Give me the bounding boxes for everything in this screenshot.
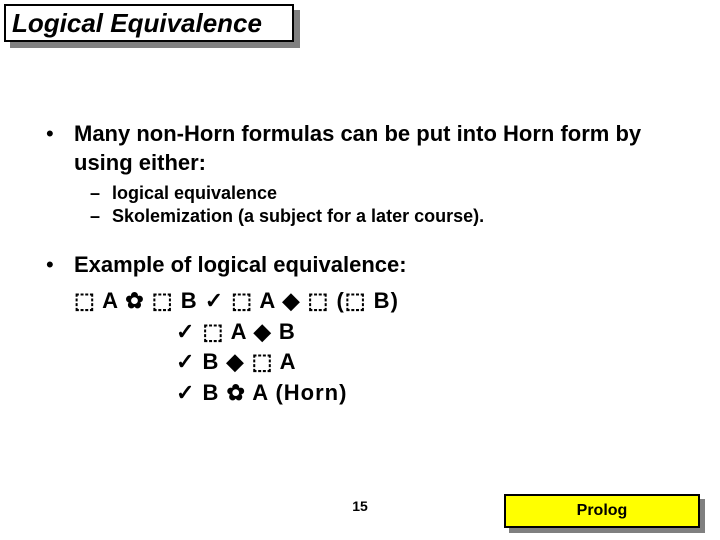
formula-line: ⬚ A ✿ ⬚ B ✓ ⬚ A ◆ ⬚ (⬚ B): [74, 286, 690, 317]
bullet-text: Example of logical equivalence:: [74, 251, 407, 280]
bullet-item: • Example of logical equivalence:: [46, 251, 690, 280]
bullet-item: • Many non-Horn formulas can be put into…: [46, 120, 690, 177]
slide-content: • Many non-Horn formulas can be put into…: [46, 120, 690, 409]
sub-bullet-text: Skolemization (a subject for a later cou…: [112, 206, 484, 227]
slide-title-box: Logical Equivalence: [4, 4, 294, 42]
bullet-text: Many non-Horn formulas can be put into H…: [74, 120, 690, 177]
sub-bullet-text: logical equivalence: [112, 183, 277, 204]
bullet-marker: •: [46, 120, 74, 177]
footer-box: Prolog: [504, 494, 700, 528]
title-panel: Logical Equivalence: [4, 4, 294, 42]
formula-line: ✓ ⬚ A ◆ B: [176, 317, 690, 348]
sub-bullet-item: – Skolemization (a subject for a later c…: [90, 206, 690, 227]
formula-line: ✓ B ✿ A (Horn): [176, 378, 690, 409]
example-block: • Example of logical equivalence: ⬚ A ✿ …: [46, 251, 690, 409]
slide-title: Logical Equivalence: [12, 8, 262, 39]
footer-panel: Prolog: [504, 494, 700, 528]
footer-label: Prolog: [577, 502, 628, 520]
sub-bullet-marker: –: [90, 206, 112, 227]
sub-bullet-item: – logical equivalence: [90, 183, 690, 204]
bullet-marker: •: [46, 251, 74, 280]
formula-line: ✓ B ◆ ⬚ A: [176, 347, 690, 378]
sub-bullet-marker: –: [90, 183, 112, 204]
